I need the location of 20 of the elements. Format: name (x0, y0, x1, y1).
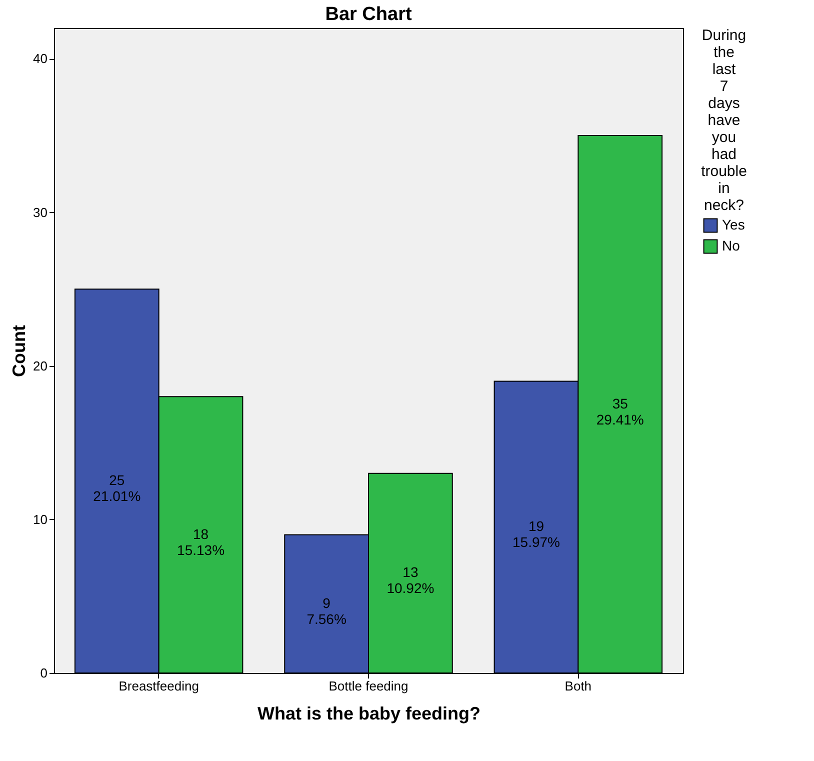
data-label: 13 10.92% (386, 564, 434, 596)
data-label: 9 7.56% (306, 594, 346, 627)
y-tick-label: 20 (33, 358, 48, 374)
x-axis-title: What is the baby feeding? (257, 704, 481, 724)
legend-label: No (722, 238, 740, 254)
x-tick-label: Bottle feeding (328, 678, 408, 694)
data-label: 18 15.13% (177, 526, 225, 558)
data-label: 25 21.01% (93, 472, 141, 504)
y-tick-label: 30 (33, 204, 48, 220)
y-axis-title: Count (9, 325, 30, 377)
y-tick-label: 0 (40, 666, 48, 680)
data-label: 35 29.41% (596, 395, 644, 428)
data-label: 19 15.97% (512, 518, 560, 550)
chart-title: Bar Chart (325, 4, 412, 25)
x-tick-label: Breastfeeding (118, 678, 199, 694)
legend-label: Yes (722, 216, 745, 232)
y-tick-label: 10 (33, 512, 48, 527)
x-tick-label: Both (564, 678, 592, 694)
y-tick-label: 40 (33, 51, 48, 66)
text: During the last 7 days have you had trouble in neck? (701, 27, 747, 214)
